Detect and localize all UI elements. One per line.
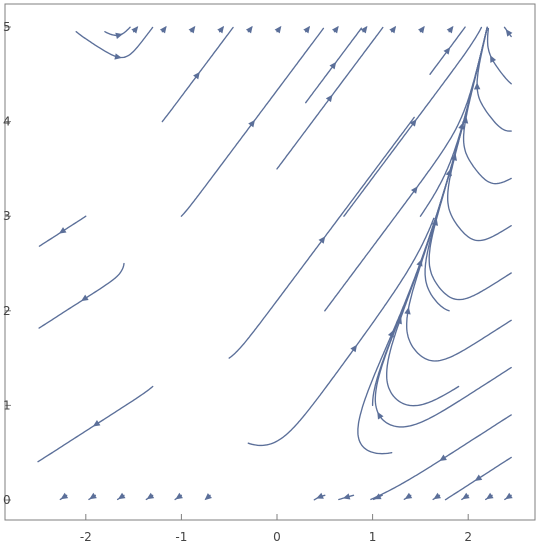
x-tick-label: 2 — [464, 530, 472, 544]
streamline — [462, 26, 512, 185]
plot-frame — [4, 3, 536, 521]
stream-arrowhead — [433, 492, 441, 500]
streamline — [374, 270, 512, 428]
y-axis-ticks: 0 1 2 3 4 5 — [3, 20, 11, 507]
stream-arrowhead — [114, 53, 122, 60]
streamline — [419, 27, 488, 217]
stream-arrowhead — [373, 493, 382, 500]
stream-arrowhead — [115, 32, 123, 39]
stream-arrowhead — [58, 227, 67, 234]
stream-arrowhead — [389, 25, 397, 34]
x-axis-ticks: -2 -1 0 1 2 — [80, 514, 472, 544]
stream-arrowhead — [193, 71, 200, 80]
stream-arrowhead — [404, 492, 413, 500]
y-tick-label: 0 — [3, 493, 11, 507]
stream-arrowhead — [131, 26, 139, 34]
stream-arrowhead — [146, 492, 155, 500]
stream-arrowhead — [217, 25, 225, 34]
streamline — [386, 175, 460, 407]
streamlines — [37, 25, 513, 501]
stream-arrowhead — [446, 25, 454, 34]
x-tick-label: -1 — [175, 530, 187, 544]
y-tick-label: 4 — [3, 115, 11, 129]
y-tick-label: 1 — [3, 398, 11, 412]
stream-arrowhead — [377, 411, 384, 420]
stream-arrowhead — [404, 307, 411, 315]
stream-arrowhead — [60, 492, 69, 500]
x-tick-label: 1 — [369, 530, 377, 544]
stream-arrowhead — [462, 492, 470, 500]
stream-arrowhead — [395, 316, 402, 325]
stream-arrowhead — [474, 474, 483, 481]
stream-arrowhead — [505, 29, 513, 37]
stream-arrowhead — [473, 82, 481, 90]
stream-arrowhead — [248, 119, 255, 128]
stream-arrowhead — [175, 492, 183, 500]
streamline — [324, 53, 482, 312]
stream-arrowhead — [410, 186, 418, 194]
stream-arrowhead — [245, 25, 253, 34]
stream-arrowhead — [316, 492, 324, 499]
streamline — [406, 164, 512, 362]
stream-arrowhead — [204, 493, 212, 501]
stream-arrowhead — [159, 25, 167, 34]
y-tick-label: 5 — [3, 20, 11, 34]
streamline — [428, 74, 512, 301]
stream-arrowhead — [418, 25, 425, 34]
streamline — [370, 414, 512, 501]
stream-arrowhead — [274, 25, 282, 34]
stream-arrowhead — [92, 420, 101, 427]
stream-arrowhead — [329, 61, 337, 70]
streamline — [38, 262, 125, 329]
x-tick-label: -2 — [80, 530, 92, 544]
stream-arrowhead — [445, 168, 452, 177]
stream-arrowhead — [331, 25, 339, 34]
x-tick-label: 0 — [273, 530, 281, 544]
stream-arrowhead — [350, 344, 358, 353]
stream-arrowhead — [490, 55, 497, 63]
stream-arrowhead — [303, 25, 311, 34]
stream-arrowhead — [342, 493, 351, 500]
y-tick-label: 3 — [3, 209, 11, 223]
y-tick-label: 2 — [3, 304, 11, 318]
stream-arrowhead — [188, 25, 196, 34]
stream-arrowhead — [360, 25, 368, 34]
streamline — [247, 217, 435, 447]
stream-arrowhead — [485, 492, 494, 500]
stream-arrowhead — [89, 492, 97, 500]
streamline — [75, 26, 154, 59]
stream-arrowhead — [81, 294, 89, 302]
stream-arrowhead — [409, 119, 417, 127]
stream-arrowhead — [443, 47, 451, 55]
stream-arrowhead — [387, 329, 394, 338]
stream-arrowhead — [117, 492, 126, 500]
stream-arrowhead — [318, 236, 326, 244]
stream-arrowhead — [505, 492, 513, 500]
stream-arrowhead — [439, 454, 447, 462]
stream-arrowhead — [325, 94, 333, 103]
streamline — [228, 116, 415, 359]
